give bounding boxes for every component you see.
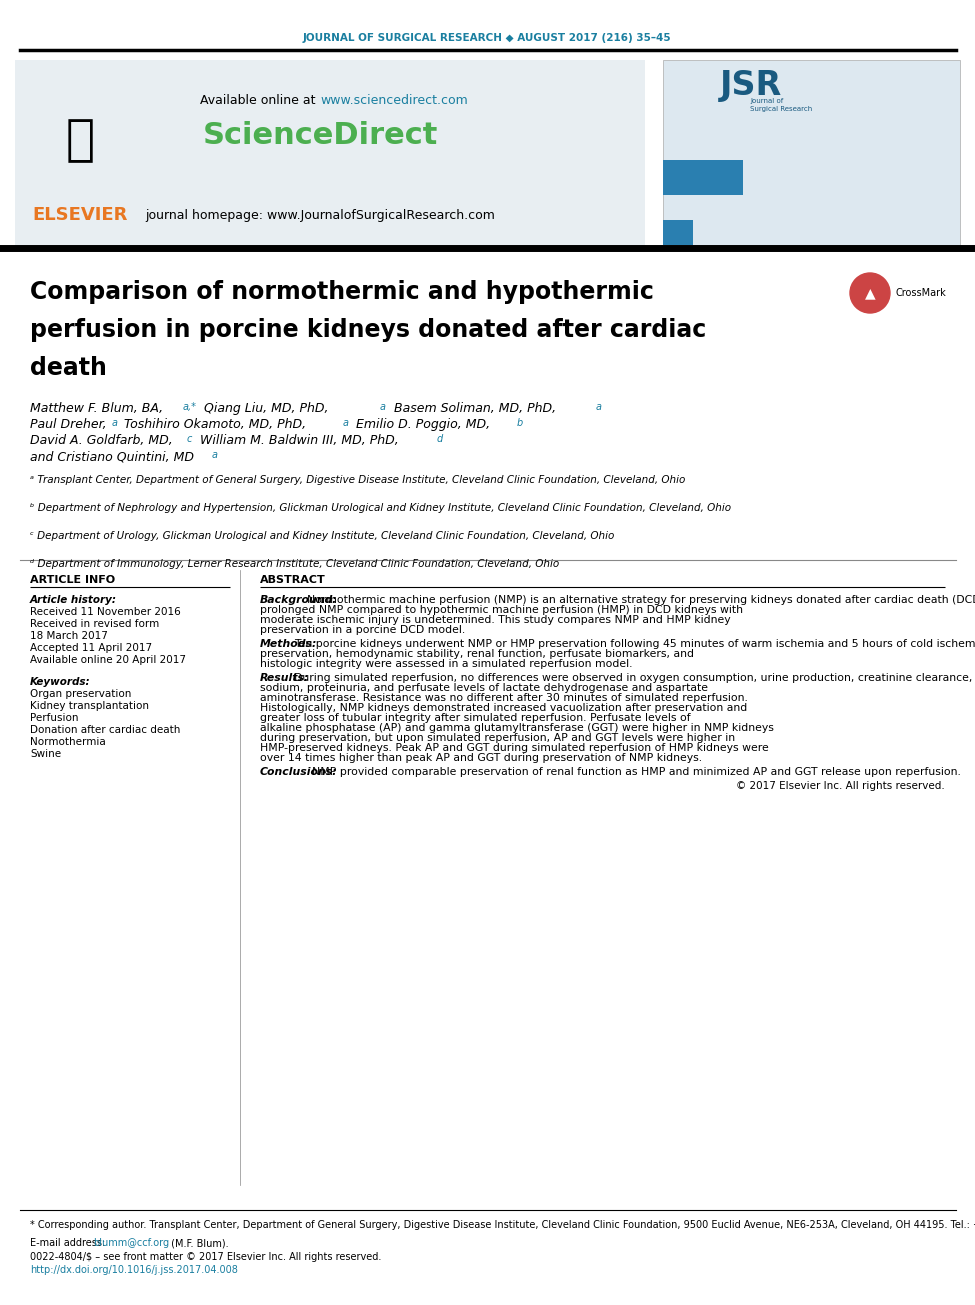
Text: ᶜ Department of Urology, Glickman Urological and Kidney Institute, Cleveland Cli: ᶜ Department of Urology, Glickman Urolog… <box>30 531 614 542</box>
Text: Qiang Liu, MD, PhD,: Qiang Liu, MD, PhD, <box>200 402 329 415</box>
Text: Article history:: Article history: <box>30 595 117 606</box>
Text: preservation, hemodynamic stability, renal function, perfusate biomarkers, and: preservation, hemodynamic stability, ren… <box>260 649 694 659</box>
Text: ᵃ Transplant Center, Department of General Surgery, Digestive Disease Institute,: ᵃ Transplant Center, Department of Gener… <box>30 475 685 485</box>
FancyBboxPatch shape <box>663 60 960 245</box>
Text: ELSEVIER: ELSEVIER <box>32 206 128 224</box>
Text: Histologically, NMP kidneys demonstrated increased vacuolization after preservat: Histologically, NMP kidneys demonstrated… <box>260 703 747 713</box>
Text: over 14 times higher than peak AP and GGT during preservation of NMP kidneys.: over 14 times higher than peak AP and GG… <box>260 753 702 763</box>
Text: Results:: Results: <box>260 673 309 683</box>
Text: E-mail address:: E-mail address: <box>30 1238 108 1248</box>
Text: Normothermic machine perfusion (NMP) is an alternative strategy for preserving k: Normothermic machine perfusion (NMP) is … <box>307 595 975 606</box>
Text: c: c <box>187 435 192 444</box>
Text: Basem Soliman, MD, PhD,: Basem Soliman, MD, PhD, <box>390 402 556 415</box>
Text: Available online at: Available online at <box>201 94 320 107</box>
Text: ▲: ▲ <box>865 286 876 300</box>
Text: 0022-4804/$ – see front matter © 2017 Elsevier Inc. All rights reserved.: 0022-4804/$ – see front matter © 2017 El… <box>30 1251 381 1262</box>
Text: Accepted 11 April 2017: Accepted 11 April 2017 <box>30 643 152 652</box>
Text: Donation after cardiac death: Donation after cardiac death <box>30 726 180 735</box>
Text: journal homepage: www.JournalofSurgicalResearch.com: journal homepage: www.JournalofSurgicalR… <box>145 209 495 222</box>
Text: Perfusion: Perfusion <box>30 713 79 723</box>
Text: Matthew F. Blum, BA,: Matthew F. Blum, BA, <box>30 402 163 415</box>
Text: prolonged NMP compared to hypothermic machine perfusion (HMP) in DCD kidneys wit: prolonged NMP compared to hypothermic ma… <box>260 606 743 615</box>
Text: moderate ischemic injury is undetermined. This study compares NMP and HMP kidney: moderate ischemic injury is undetermined… <box>260 615 730 625</box>
Text: Received 11 November 2016: Received 11 November 2016 <box>30 607 180 617</box>
Text: death: death <box>30 356 107 380</box>
Text: ᵈ Department of Immunology, Lerner Research Institute, Cleveland Clinic Foundati: ᵈ Department of Immunology, Lerner Resea… <box>30 559 560 569</box>
Text: Toshihiro Okamoto, MD, PhD,: Toshihiro Okamoto, MD, PhD, <box>120 418 306 431</box>
Bar <box>663 161 743 194</box>
Text: ᵇ Department of Nephrology and Hypertension, Glickman Urological and Kidney Inst: ᵇ Department of Nephrology and Hypertens… <box>30 502 731 513</box>
Text: ARTICLE INFO: ARTICLE INFO <box>30 576 115 585</box>
FancyBboxPatch shape <box>15 60 645 245</box>
Text: 18 March 2017: 18 March 2017 <box>30 632 108 641</box>
Text: Keywords:: Keywords: <box>30 677 91 686</box>
Text: aminotransferase. Resistance was no different after 30 minutes of simulated repe: aminotransferase. Resistance was no diff… <box>260 693 748 703</box>
Text: Comparison of normothermic and hypothermic: Comparison of normothermic and hypotherm… <box>30 281 654 304</box>
Text: a: a <box>212 450 218 459</box>
Circle shape <box>850 273 890 313</box>
Text: David A. Goldfarb, MD,: David A. Goldfarb, MD, <box>30 435 173 448</box>
Text: a: a <box>112 418 118 428</box>
Text: a: a <box>596 402 602 412</box>
Text: William M. Baldwin III, MD, PhD,: William M. Baldwin III, MD, PhD, <box>196 435 399 448</box>
Text: During simulated reperfusion, no differences were observed in oxygen consumption: During simulated reperfusion, no differe… <box>294 673 975 683</box>
Text: ABSTRACT: ABSTRACT <box>260 576 326 585</box>
Text: http://dx.doi.org/10.1016/j.jss.2017.04.008: http://dx.doi.org/10.1016/j.jss.2017.04.… <box>30 1265 238 1275</box>
Text: blumm@ccf.org: blumm@ccf.org <box>93 1238 169 1248</box>
Bar <box>663 221 693 245</box>
Text: (M.F. Blum).: (M.F. Blum). <box>168 1238 228 1248</box>
Text: Received in revised form: Received in revised form <box>30 619 159 629</box>
Text: and Cristiano Quintini, MD: and Cristiano Quintini, MD <box>30 450 194 463</box>
Text: alkaline phosphatase (AP) and gamma glutamyltransferase (GGT) were higher in NMP: alkaline phosphatase (AP) and gamma glut… <box>260 723 774 733</box>
Text: Ten porcine kidneys underwent NMP or HMP preservation following 45 minutes of wa: Ten porcine kidneys underwent NMP or HMP… <box>294 639 975 649</box>
Text: sodium, proteinuria, and perfusate levels of lactate dehydrogenase and aspartate: sodium, proteinuria, and perfusate level… <box>260 683 708 693</box>
Text: JSR: JSR <box>720 68 782 102</box>
Text: histologic integrity were assessed in a simulated reperfusion model.: histologic integrity were assessed in a … <box>260 659 633 669</box>
Text: Background:: Background: <box>260 595 337 606</box>
Text: Paul Dreher,: Paul Dreher, <box>30 418 106 431</box>
Text: greater loss of tubular integrity after simulated reperfusion. Perfusate levels : greater loss of tubular integrity after … <box>260 713 690 723</box>
Text: a,*: a,* <box>183 402 197 412</box>
Text: during preservation, but upon simulated reperfusion, AP and GGT levels were high: during preservation, but upon simulated … <box>260 733 735 743</box>
Text: Swine: Swine <box>30 749 61 760</box>
Text: * Corresponding author. Transplant Center, Department of General Surgery, Digest: * Corresponding author. Transplant Cente… <box>30 1220 975 1231</box>
Text: Methods:: Methods: <box>260 639 318 649</box>
Text: NMP provided comparable preservation of renal function as HMP and minimized AP a: NMP provided comparable preservation of … <box>312 767 960 776</box>
Text: d: d <box>437 435 444 444</box>
Text: www.sciencedirect.com: www.sciencedirect.com <box>320 94 468 107</box>
Text: © 2017 Elsevier Inc. All rights reserved.: © 2017 Elsevier Inc. All rights reserved… <box>736 780 945 791</box>
Text: perfusion in porcine kidneys donated after cardiac: perfusion in porcine kidneys donated aft… <box>30 318 706 342</box>
Text: b: b <box>517 418 524 428</box>
Text: preservation in a porcine DCD model.: preservation in a porcine DCD model. <box>260 625 465 636</box>
Text: Conclusions:: Conclusions: <box>260 767 337 776</box>
Text: Kidney transplantation: Kidney transplantation <box>30 701 149 711</box>
Text: Available online 20 April 2017: Available online 20 April 2017 <box>30 655 186 666</box>
Text: a: a <box>380 402 386 412</box>
Text: ScienceDirect: ScienceDirect <box>203 120 438 150</box>
Text: Emilio D. Poggio, MD,: Emilio D. Poggio, MD, <box>352 418 490 431</box>
Text: CrossMark: CrossMark <box>895 288 946 298</box>
Text: Normothermia: Normothermia <box>30 737 105 746</box>
Text: 🌳: 🌳 <box>65 116 95 164</box>
Text: Journal of
Surgical Research: Journal of Surgical Research <box>750 98 812 111</box>
Text: a: a <box>343 418 349 428</box>
Text: Organ preservation: Organ preservation <box>30 689 132 699</box>
Text: HMP-preserved kidneys. Peak AP and GGT during simulated reperfusion of HMP kidne: HMP-preserved kidneys. Peak AP and GGT d… <box>260 743 768 753</box>
Text: JOURNAL OF SURGICAL RESEARCH ◆ AUGUST 2017 (216) 35–45: JOURNAL OF SURGICAL RESEARCH ◆ AUGUST 20… <box>302 33 672 43</box>
